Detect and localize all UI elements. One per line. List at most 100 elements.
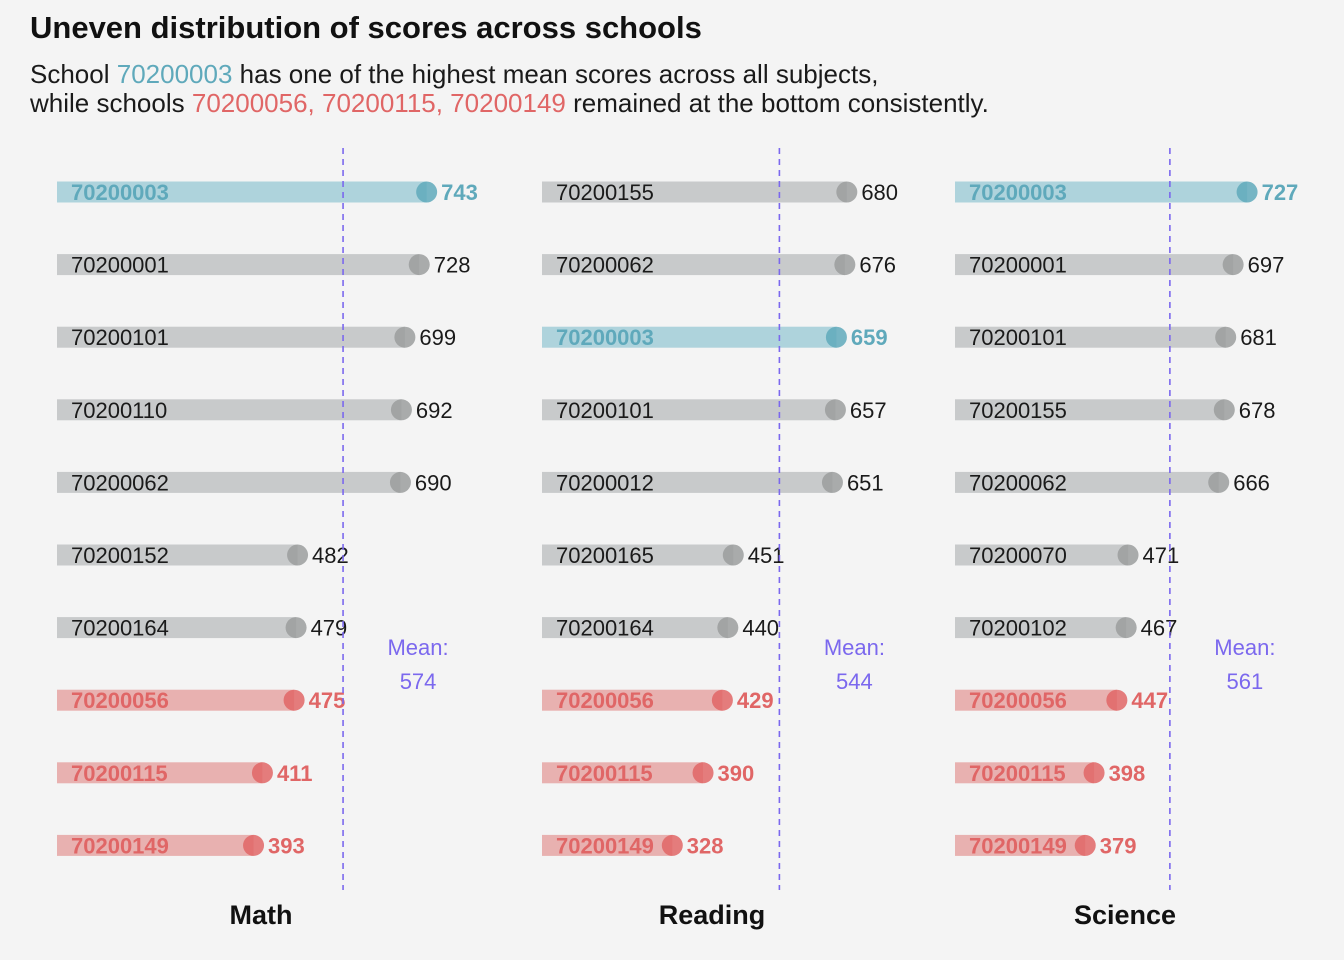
value-label: 657 (850, 398, 887, 423)
bar-end-dot (416, 181, 438, 203)
bar-end-dot (390, 399, 412, 421)
bar (542, 689, 723, 711)
mean-label: Mean: (824, 635, 885, 660)
subtitle-highlight-bottom: 70200056, 70200115, 70200149 (191, 88, 566, 118)
bar-end-dot (1074, 834, 1096, 856)
bar-end-dot (711, 689, 733, 711)
school-label: 70200115 (969, 761, 1066, 786)
bar (542, 471, 833, 493)
school-label: 70200062 (969, 470, 1067, 495)
bar-end-dot (834, 254, 856, 276)
value-label: 728 (434, 253, 471, 278)
bar-end-dot (1236, 181, 1258, 203)
bar (542, 544, 734, 566)
bar (57, 617, 297, 639)
school-label: 70200070 (969, 543, 1067, 568)
subtitle-text: has one of the highest mean scores acros… (232, 59, 879, 89)
school-label: 70200149 (556, 833, 654, 858)
school-label: 70200149 (71, 833, 169, 858)
value-label: 447 (1131, 688, 1168, 713)
subtitle-highlight-top: 70200003 (116, 59, 233, 89)
school-label: 70200110 (71, 398, 167, 423)
school-label: 70200155 (969, 398, 1067, 423)
value-label: 676 (859, 253, 896, 278)
chart-subtitle: School 70200003 has one of the highest m… (30, 60, 989, 118)
bar-end-dot (287, 544, 309, 566)
bar-end-dot (1117, 544, 1139, 566)
bar (542, 181, 847, 203)
panel-xlabel: Science (1074, 900, 1176, 930)
subtitle-text: while schools (30, 88, 192, 118)
panel-xlabel: Reading (659, 900, 766, 930)
bar-end-dot (1213, 399, 1235, 421)
bar (57, 834, 254, 856)
bar (542, 399, 836, 421)
bar-end-dot (1208, 471, 1230, 493)
school-label: 70200101 (969, 325, 1067, 350)
value-label: 743 (441, 180, 478, 205)
value-label: 411 (277, 761, 313, 786)
value-label: 727 (1262, 180, 1299, 205)
school-label: 70200001 (969, 253, 1067, 278)
school-label: 70200101 (71, 325, 169, 350)
chart-title: Uneven distribution of scores across sch… (30, 10, 702, 45)
bar-end-dot (283, 689, 305, 711)
bar-end-dot (408, 254, 430, 276)
school-label: 70200003 (969, 180, 1067, 205)
bar-end-dot (1215, 326, 1237, 348)
school-label: 70200102 (969, 616, 1067, 641)
bar (57, 181, 427, 203)
bar (955, 254, 1234, 276)
value-label: 681 (1240, 325, 1277, 350)
value-label: 467 (1141, 616, 1178, 641)
value-label: 680 (861, 180, 898, 205)
subtitle-line-1: School 70200003 has one of the highest m… (30, 60, 989, 89)
bar-end-dot (285, 617, 307, 639)
bar (57, 399, 402, 421)
bar-end-dot (251, 762, 273, 784)
bar-end-dot (824, 399, 846, 421)
mean-label: Mean: (387, 635, 448, 660)
mean-value: 574 (400, 669, 437, 694)
school-label: 70200164 (556, 616, 654, 641)
bar (955, 689, 1117, 711)
subtitle-line-2: while schools 70200056, 70200115, 702001… (30, 89, 989, 118)
bar (57, 471, 401, 493)
bar-end-dot (717, 617, 739, 639)
bar (57, 326, 405, 348)
value-label: 659 (851, 325, 888, 350)
school-label: 70200115 (556, 761, 653, 786)
bar-end-dot (389, 471, 411, 493)
school-label: 70200056 (556, 688, 654, 713)
value-label: 429 (737, 688, 774, 713)
subtitle-text: remained at the bottom consistently. (565, 88, 989, 118)
school-label: 70200062 (556, 253, 654, 278)
bar-end-dot (661, 834, 683, 856)
school-label: 70200164 (71, 616, 169, 641)
school-label: 70200012 (556, 470, 654, 495)
bar-end-dot (243, 834, 265, 856)
value-label: 398 (1109, 761, 1146, 786)
value-label: 666 (1233, 470, 1270, 495)
value-label: 651 (847, 470, 884, 495)
school-label: 70200056 (71, 688, 169, 713)
school-label: 70200152 (71, 543, 169, 568)
school-label: 70200155 (556, 180, 654, 205)
bar-end-dot (1115, 617, 1137, 639)
mean-value: 544 (836, 669, 873, 694)
bar-end-dot (1106, 689, 1128, 711)
bar (542, 834, 673, 856)
bar (955, 181, 1248, 203)
school-label: 70200101 (556, 398, 654, 423)
bar (57, 254, 420, 276)
school-label: 70200149 (969, 833, 1067, 858)
value-label: 475 (309, 688, 346, 713)
value-label: 678 (1239, 398, 1276, 423)
mean-label: Mean: (1214, 635, 1275, 660)
bar (955, 834, 1086, 856)
value-label: 697 (1248, 253, 1285, 278)
bar (57, 762, 263, 784)
value-label: 379 (1100, 833, 1137, 858)
value-label: 328 (687, 833, 724, 858)
